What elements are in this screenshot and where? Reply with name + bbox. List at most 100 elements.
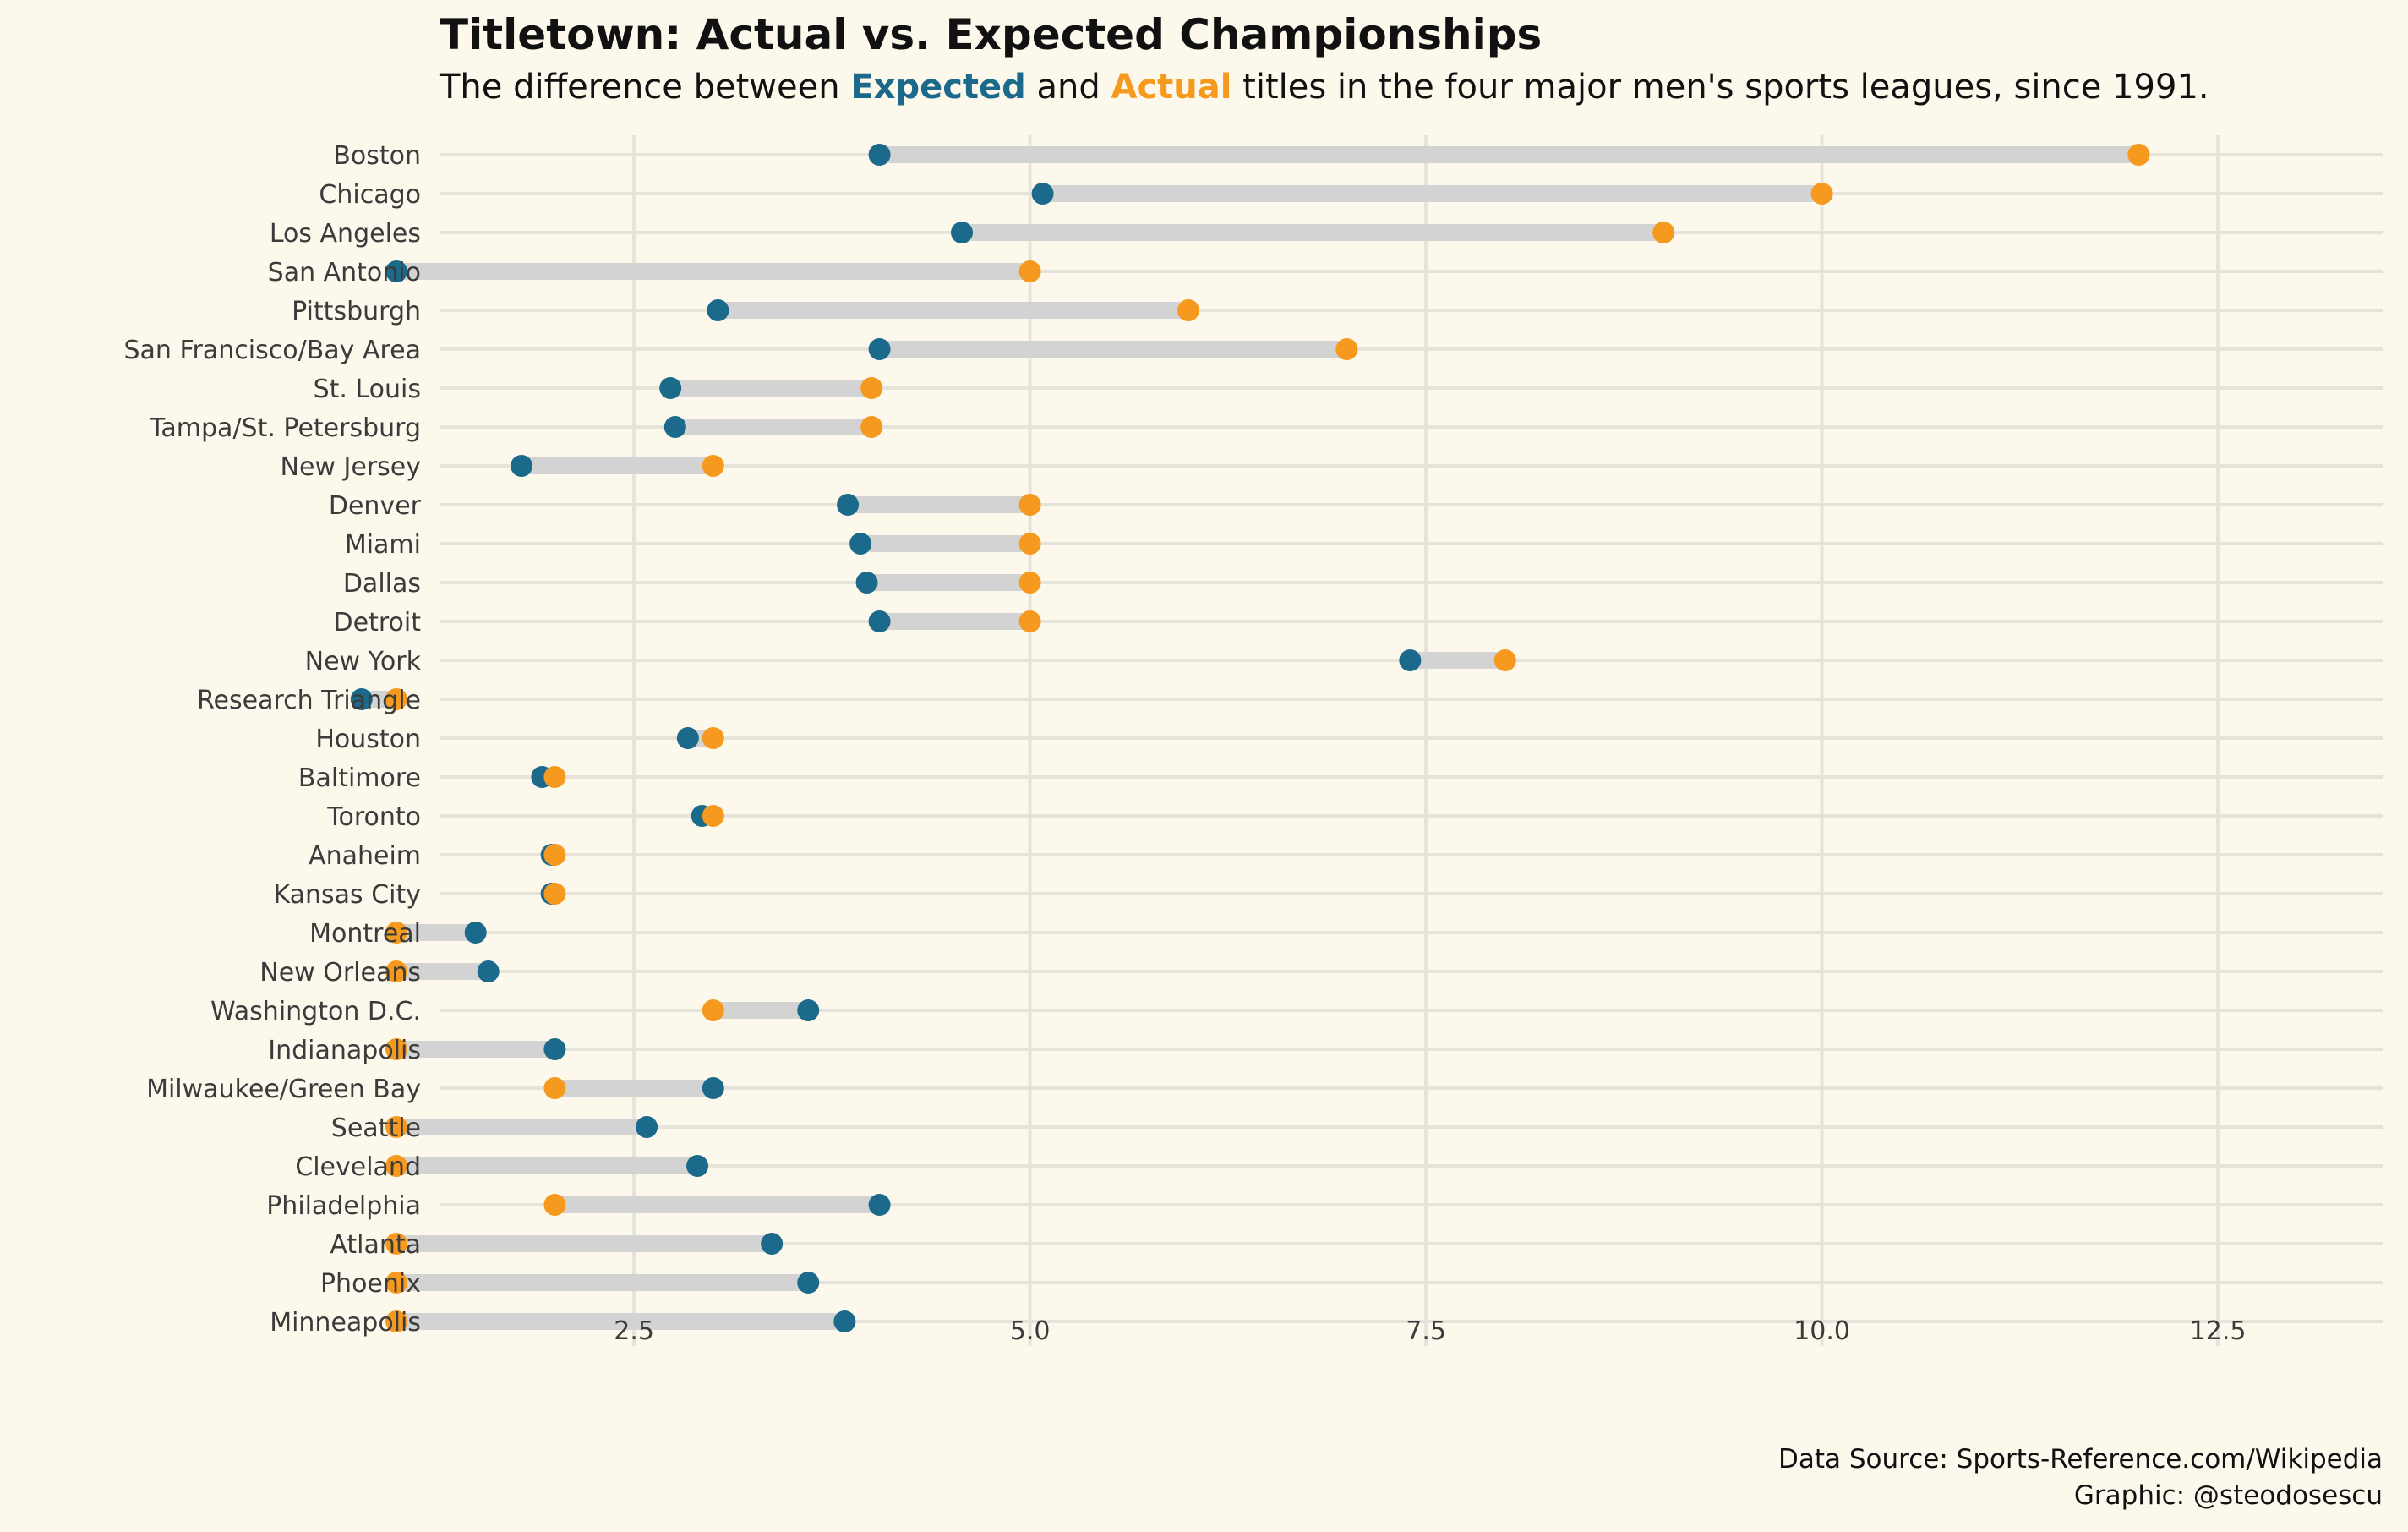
actual-point [1335, 338, 1358, 360]
y-tick-label: New Jersey [281, 452, 421, 482]
expected-point [707, 299, 729, 321]
actual-point [385, 1116, 407, 1138]
expected-point [477, 960, 500, 982]
actual-point [1018, 572, 1041, 594]
expected-point [1031, 183, 1054, 205]
subtitle-pre: The difference between [440, 68, 851, 107]
y-tick-label: Houston [315, 725, 421, 754]
x-tick-label: 5.0 [1010, 1316, 1051, 1346]
expected-point [659, 377, 682, 399]
y-tick-label: Montreal [309, 919, 421, 949]
actual-point [702, 805, 724, 827]
actual-point [702, 999, 724, 1021]
actual-point [543, 1194, 566, 1216]
y-tick-label: St. Louis [314, 375, 421, 404]
actual-point [1493, 649, 1516, 671]
expected-point [761, 1233, 784, 1255]
actual-point [385, 1038, 407, 1060]
expected-point [636, 1116, 658, 1138]
y-tick-label: San Francisco/Bay Area [124, 336, 422, 365]
expected-point [663, 416, 686, 438]
expected-point [855, 572, 878, 594]
actual-point [543, 844, 566, 866]
actual-point [1810, 183, 1833, 205]
y-tick-label: Miami [345, 530, 421, 560]
y-tick-label: Minneapolis [270, 1308, 421, 1338]
chart-subtitle: The difference between Expected and Actu… [440, 68, 2209, 107]
y-tick-label: Tampa/St. Petersburg [149, 413, 421, 443]
y-tick-label: Washington D.C. [210, 997, 421, 1026]
caption-credit: Graphic: @steodosescu [2073, 1480, 2383, 1511]
actual-point [543, 883, 566, 905]
y-tick-label: Toronto [326, 802, 421, 832]
y-tick-label: Phoenix [320, 1269, 421, 1299]
actual-point [702, 455, 724, 477]
y-tick-label: San Antonio [268, 258, 421, 287]
y-tick-label: Seattle [331, 1113, 421, 1143]
actual-point [543, 1077, 566, 1099]
y-tick-label: Boston [333, 141, 421, 171]
actual-point [860, 416, 883, 438]
x-tick-label: 10.0 [1794, 1316, 1850, 1346]
y-tick-label: Dallas [343, 569, 421, 599]
y-tick-label: Milwaukee/Green Bay [146, 1075, 421, 1104]
actual-point [543, 766, 566, 788]
y-tick-label: New York [305, 647, 422, 676]
y-tick-label: Atlanta [330, 1230, 421, 1260]
expected-point [464, 922, 487, 944]
actual-point [385, 688, 407, 710]
y-tick-label: Denver [329, 491, 422, 521]
subtitle-post: titles in the four major men's sports le… [1231, 68, 2209, 107]
y-tick-label: Baltimore [298, 763, 421, 793]
caption: Data Source: Sports-Reference.com/Wikipe… [1778, 1442, 2383, 1514]
actual-point [385, 1272, 407, 1294]
expected-point [868, 1194, 891, 1216]
subtitle-mid: and [1025, 68, 1111, 107]
x-tick-label: 7.5 [1406, 1316, 1446, 1346]
expected-point [702, 1077, 724, 1099]
expected-point [511, 455, 533, 477]
y-tick-label: Research Triangle [197, 686, 421, 715]
actual-point [385, 1155, 407, 1177]
expected-point [350, 688, 373, 710]
y-tick-label: New Orleans [259, 958, 421, 988]
actual-point [1018, 494, 1041, 516]
x-tick-label: 2.5 [614, 1316, 654, 1346]
expected-point [837, 494, 860, 516]
expected-point [543, 1038, 566, 1060]
actual-point [702, 727, 724, 749]
y-tick-label: Detroit [334, 608, 422, 637]
actual-point [1018, 260, 1041, 282]
expected-point [868, 338, 891, 360]
expected-point [1399, 649, 1422, 671]
actual-point [1177, 299, 1199, 321]
actual-point [385, 960, 407, 982]
expected-point [868, 144, 891, 166]
expected-point [797, 1272, 820, 1294]
actual-point [1018, 533, 1041, 555]
y-tick-label: Chicago [319, 180, 421, 210]
y-tick-label: Kansas City [273, 880, 421, 910]
y-tick-label: Philadelphia [266, 1191, 421, 1221]
expected-point [385, 260, 407, 282]
subtitle-expected-word: Expected [850, 68, 1026, 107]
actual-point [385, 1233, 407, 1255]
actual-point [385, 1310, 407, 1332]
expected-point [868, 610, 891, 632]
expected-point [797, 999, 820, 1021]
actual-point [860, 377, 883, 399]
y-tick-label: Anaheim [309, 841, 421, 871]
expected-point [849, 533, 872, 555]
subtitle-actual-word: Actual [1111, 68, 1232, 107]
caption-source: Data Source: Sports-Reference.com/Wikipe… [1778, 1444, 2383, 1475]
expected-point [686, 1155, 709, 1177]
x-tick-label: 12.5 [2190, 1316, 2247, 1346]
y-tick-label: Los Angeles [270, 219, 421, 249]
actual-point [1652, 222, 1675, 243]
chart-title: Titletown: Actual vs. Expected Champions… [440, 10, 1543, 59]
actual-point [385, 922, 407, 944]
y-tick-label: Pittsburgh [292, 297, 421, 326]
y-tick-label: Indianapolis [268, 1036, 421, 1065]
actual-point [1018, 610, 1041, 632]
